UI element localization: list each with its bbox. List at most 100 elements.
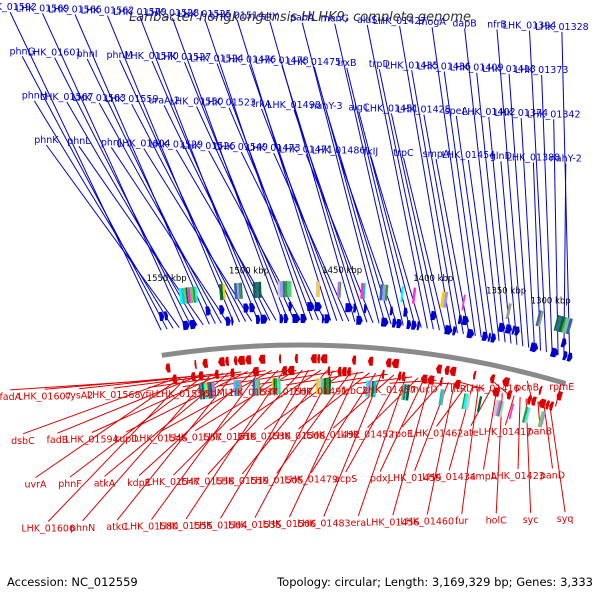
feature-band-segment (443, 291, 449, 308)
feature-band-segment (258, 378, 261, 395)
label-leader-line (273, 152, 350, 322)
label-leader-line (476, 72, 506, 343)
feature-band-segment (493, 399, 500, 416)
label-leader-line (207, 369, 303, 475)
label-leader-line (323, 373, 383, 517)
feature-band-segment (255, 281, 259, 298)
feature-band-segment (183, 287, 188, 304)
feature-band-segment (438, 389, 443, 406)
forward-gene-arrow (416, 321, 420, 331)
feature-band-segment (402, 384, 407, 401)
feature-band-segment (194, 286, 199, 303)
gene-label: lftR (450, 384, 467, 395)
gene-label: LHK_01514 (210, 10, 264, 21)
forward-gene-arrow (283, 314, 289, 324)
gene-label: LHK_01524 (190, 53, 244, 64)
reverse-gene-arrow (549, 401, 555, 411)
gene-label: LHK_01492 (306, 430, 360, 441)
feature-band-segment (400, 286, 404, 303)
gene-label: LHK_01556 (156, 389, 210, 400)
feature-band-segment (401, 383, 405, 400)
forward-gene-arrow (529, 342, 539, 353)
reverse-gene-arrow (281, 366, 287, 376)
forward-gene-arrow (452, 326, 457, 336)
feature-band-segment (381, 284, 386, 301)
feature-band-segment (238, 282, 242, 299)
reverse-gene-arrow (165, 363, 171, 373)
reverse-gene-arrow (381, 369, 385, 379)
forward-gene-labels: LHK_01592 phnG phnH phnK LHK_01569 LHK_01601 L… (0, 2, 589, 165)
forward-gene-arrow (324, 314, 331, 324)
feature-band-segment (558, 316, 566, 333)
feature-band-segment (462, 393, 469, 410)
label-leader-line (263, 370, 346, 430)
feature-band-segment (337, 281, 340, 298)
label-leader-line (126, 371, 248, 433)
feature-band-segment (252, 379, 256, 396)
gene-label: nfrB (487, 20, 507, 31)
label-leader-line (357, 376, 407, 517)
gene-label: LHK_01518 (203, 432, 257, 443)
feature-band-segment (213, 382, 216, 399)
gene-label: LHK_01479 (284, 475, 338, 486)
forward-gene-arrow (249, 303, 256, 313)
reverse-gene-arrow (556, 391, 563, 401)
feature-band-segment (461, 393, 466, 410)
gene-label: era (351, 518, 367, 529)
gene-label: uraA-2 (148, 95, 180, 106)
reverse-gene-arrow (427, 375, 435, 385)
feature-band-segment (440, 389, 445, 406)
feature-band-segment (258, 281, 262, 298)
forward-gene-arrow (345, 303, 353, 313)
label-leader-line (229, 369, 322, 431)
forward-gene-arrow (389, 306, 394, 316)
reverse-gene-arrow (527, 395, 532, 405)
reverse-gene-arrow (202, 358, 209, 368)
feature-band-segment (369, 380, 373, 397)
gene-label: LHK_01527 (158, 52, 212, 63)
gene-label: LHK_01416 (466, 383, 520, 394)
label-leader-line (254, 370, 334, 519)
feature-band-segment (240, 379, 243, 396)
label-leader-line (403, 157, 446, 332)
kbp-ticks: 1300 kbp 1350 kbp 1400 kbp 1450 kbp 1500 kbp… (147, 266, 571, 307)
gene-label: LHK_01451 (365, 104, 419, 115)
label-leader-line (54, 57, 192, 327)
gene-label: fadA (0, 392, 22, 403)
gene-label: LHK_01454 (442, 150, 496, 161)
feature-band-segment (499, 401, 505, 418)
forward-gene-arrow (497, 322, 506, 333)
reverse-gene-arrow (287, 366, 295, 376)
gene-label: LHK_01374 (494, 108, 548, 119)
feature-band-segment (272, 378, 274, 395)
gene-label: LHK_01563 (72, 93, 126, 104)
reverse-gene-arrow (444, 365, 450, 376)
feature-band-segment (317, 281, 320, 298)
gene-label: ate (463, 428, 479, 439)
gene-label: uvrA (24, 480, 47, 491)
kbp-tick-label: 1350 kbp (486, 286, 526, 296)
feature-band-segment (339, 281, 342, 298)
label-leader-line (21, 56, 168, 330)
feature-band-segment (236, 282, 240, 299)
reverse-gene-arrow (198, 371, 204, 381)
gene-label: LHK_01566 (48, 5, 102, 16)
feature-band-segment (198, 383, 203, 400)
forward-gene-arrow (219, 305, 225, 315)
gene-label: LHK_01535 (228, 520, 282, 531)
label-leader-line (399, 26, 452, 333)
feature-band-segment (220, 284, 224, 301)
feature-band-segment (205, 382, 209, 399)
gene-label: LHK_01434 (422, 472, 476, 483)
label-leader-line (358, 112, 416, 328)
gene-label: LHK_01417 (479, 427, 533, 438)
gene-label: LHK_01486 (312, 145, 366, 156)
label-leader-line (74, 14, 210, 325)
label-leader-line (131, 103, 247, 322)
gene-label: pabA (290, 13, 315, 24)
label-leader-line (529, 30, 547, 353)
feature-band-segment (465, 393, 472, 411)
feature-band-segment (277, 281, 281, 298)
label-leader-line (98, 102, 222, 324)
gene-label: algC (348, 102, 369, 113)
